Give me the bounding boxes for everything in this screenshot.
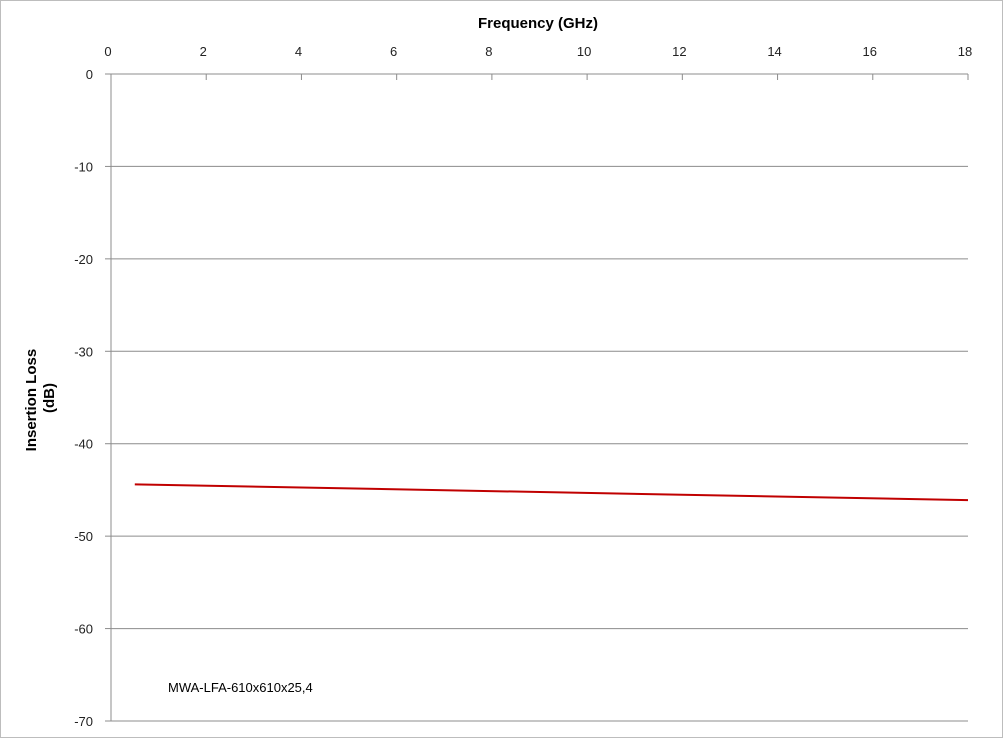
x-axis-title: Frequency (GHz) xyxy=(478,15,598,32)
y-tick-label: -50 xyxy=(74,529,93,544)
y-tick-label: -10 xyxy=(74,159,93,174)
axis-layer xyxy=(105,73,969,722)
y-axis-title: Insertion Loss (dB) xyxy=(23,345,58,452)
label-layer: 0 -10 -20 -30 -40 -50 -60 -70 0 2 4 6 8 10 12 14 16 18 xyxy=(74,44,972,729)
y-axis-title-line-2: (dB) xyxy=(41,383,58,413)
y-tick-label: -20 xyxy=(74,252,93,267)
y-tick-label: 0 xyxy=(86,67,93,82)
x-tick-label: 18 xyxy=(958,44,972,59)
y-tick-label: -40 xyxy=(74,437,93,452)
x-tick-label: 12 xyxy=(672,44,686,59)
x-tick-label: 0 xyxy=(104,44,111,59)
series-line xyxy=(134,483,969,502)
x-tick-label: 8 xyxy=(485,44,492,59)
y-tick-label: -60 xyxy=(74,622,93,637)
y-axis-title-line-1: Insertion Loss xyxy=(23,349,40,452)
series-layer xyxy=(134,483,969,502)
x-tick-label: 14 xyxy=(767,44,781,59)
chart-annotation: MWA-LFA-610x610x25,4 xyxy=(168,680,313,695)
y-tick-label: -70 xyxy=(74,714,93,729)
x-tick-label: 10 xyxy=(577,44,591,59)
x-tick-label: 4 xyxy=(295,44,302,59)
x-tick-label: 2 xyxy=(200,44,207,59)
y-tick-label: -30 xyxy=(74,344,93,359)
grid-layer xyxy=(111,165,968,722)
x-tick-label: 6 xyxy=(390,44,397,59)
x-tick-label: 16 xyxy=(863,44,877,59)
